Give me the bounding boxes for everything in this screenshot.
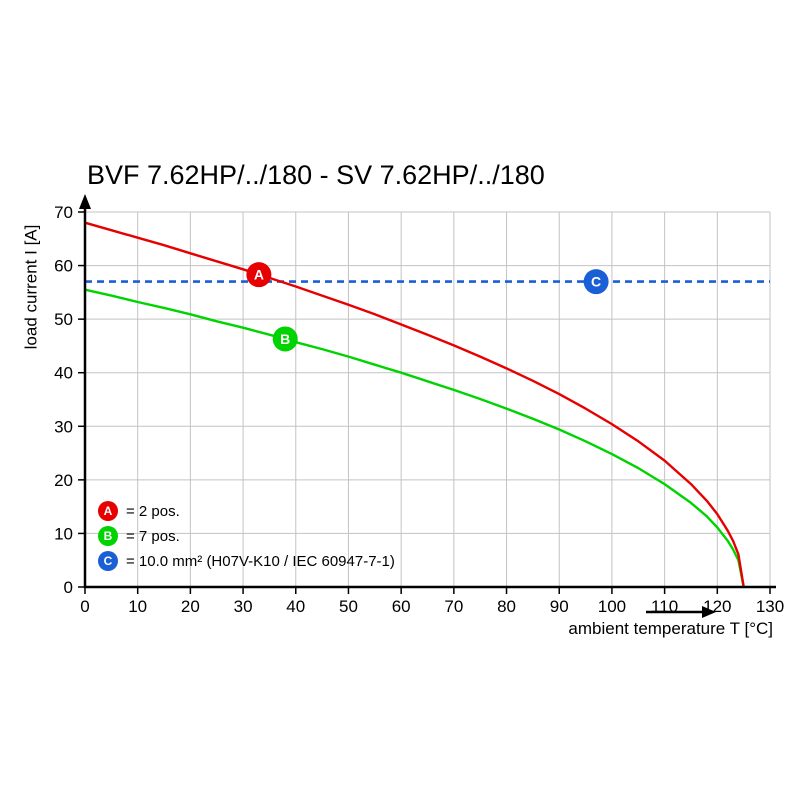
x-tick-label-70: 70 xyxy=(444,597,463,616)
curve-marker-B-circle xyxy=(272,326,298,352)
legend-label-a: = 2 pos. xyxy=(126,502,180,520)
x-tick-label-0: 0 xyxy=(80,597,89,616)
legend-marker-a-icon: A xyxy=(98,501,118,521)
x-axis-label: ambient temperature T [°C] xyxy=(568,619,773,638)
x-tick-label-80: 80 xyxy=(497,597,516,616)
x-tick-label-130: 130 xyxy=(756,597,784,616)
y-tick-label-70: 70 xyxy=(54,203,73,222)
legend-marker-c-icon: C xyxy=(98,551,118,571)
curve-marker-C: C xyxy=(583,269,609,295)
legend-label-c: = 10.0 mm² (H07V-K10 / IEC 60947-7-1) xyxy=(126,552,395,570)
x-tick-label-100: 100 xyxy=(598,597,626,616)
curve-A xyxy=(84,221,745,588)
y-tick-label-60: 60 xyxy=(54,257,73,276)
legend-item-c: C = 10.0 mm² (H07V-K10 / IEC 60947-7-1) xyxy=(98,551,395,571)
legend-marker-b-letter: B xyxy=(103,529,113,543)
curve-B xyxy=(84,288,745,588)
y-tick-label-40: 40 xyxy=(54,364,73,383)
x-tick-label-90: 90 xyxy=(550,597,569,616)
y-tick-label-0: 0 xyxy=(64,578,73,597)
curve-marker-B-letter: B xyxy=(280,331,290,347)
curve-marker-B: B xyxy=(272,326,298,352)
curve-marker-A: A xyxy=(246,262,272,288)
y-tick-label-30: 30 xyxy=(54,417,73,436)
legend-label-b: = 7 pos. xyxy=(126,527,180,545)
curve-marker-C-letter: C xyxy=(591,274,601,290)
x-tick-label-60: 60 xyxy=(392,597,411,616)
y-tick-label-10: 10 xyxy=(54,524,73,543)
curve-marker-C-circle xyxy=(583,269,609,295)
chart-title: BVF 7.62HP/../180 - SV 7.62HP/../180 xyxy=(87,160,545,190)
legend-marker-b-icon: B xyxy=(98,526,118,546)
curve-marker-A-circle xyxy=(246,262,272,288)
x-tick-label-20: 20 xyxy=(181,597,200,616)
legend: A = 2 pos. B = 7 pos. C = 10.0 mm² (H07V… xyxy=(98,501,395,571)
legend-item-a: A = 2 pos. xyxy=(98,501,395,521)
x-tick-label-40: 40 xyxy=(286,597,305,616)
y-axis-label-text: load current I [A] xyxy=(21,224,41,350)
legend-marker-a-letter: A xyxy=(103,504,113,518)
y-axis-arrow-icon xyxy=(79,194,91,209)
y-tick-label-50: 50 xyxy=(54,310,73,329)
x-tick-label-10: 10 xyxy=(128,597,147,616)
legend-marker-c-letter: C xyxy=(103,554,113,568)
x-tick-label-30: 30 xyxy=(234,597,253,616)
y-tick-label-20: 20 xyxy=(54,471,73,490)
curve-marker-A-letter: A xyxy=(254,267,264,283)
legend-item-b: B = 7 pos. xyxy=(98,526,395,546)
x-axis-arrow-icon xyxy=(702,606,716,618)
x-tick-label-50: 50 xyxy=(339,597,358,616)
